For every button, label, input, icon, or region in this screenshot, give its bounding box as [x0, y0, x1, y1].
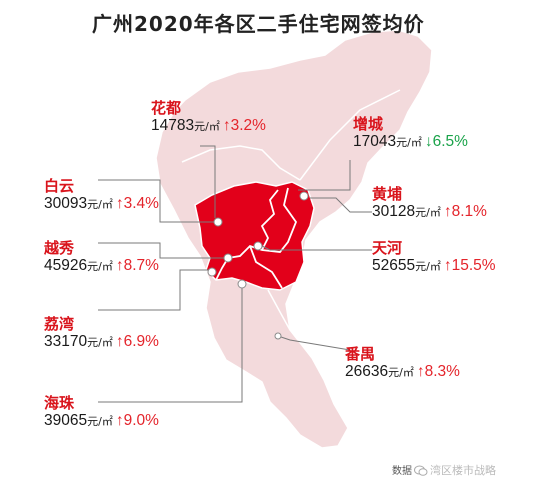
district-change: 6.5%	[432, 133, 468, 151]
district-name: 增城	[353, 115, 384, 133]
wechat-icon	[414, 465, 428, 476]
dot-liwan	[207, 267, 217, 277]
district-label-tianhe: 天河 52655元/㎡ ↑15.5%	[372, 239, 496, 275]
district-name: 黄埔	[372, 185, 403, 203]
district-price: 26636	[345, 363, 389, 381]
district-price: 45926	[44, 257, 88, 275]
source-note: 数据 湾区楼市战略	[392, 462, 496, 478]
leader-line-huadu	[200, 145, 216, 218]
arrow-up-icon: ↑	[115, 195, 124, 213]
leader-line-baiyun	[98, 179, 218, 223]
district-label-huangpu: 黄埔 30128元/㎡ ↑8.1%	[372, 185, 487, 221]
map-boundary-lines	[181, 89, 401, 331]
district-price: 52655	[372, 257, 416, 275]
leader-line-tianhe	[261, 245, 372, 251]
leader-line-liwan	[98, 269, 212, 311]
price-unit: 元/㎡	[388, 366, 414, 380]
leader-lines	[98, 145, 372, 403]
dot-huangpu	[299, 191, 309, 201]
watermark-text: 湾区楼市战略	[430, 464, 496, 477]
arrow-up-icon: ↑	[115, 333, 124, 351]
arrow-up-icon: ↑	[115, 257, 124, 275]
district-change: 3.4%	[123, 195, 159, 213]
district-name: 花都	[151, 99, 182, 117]
district-change: 15.5%	[451, 257, 496, 275]
map-core-boundaries	[215, 187, 298, 289]
price-unit: 元/㎡	[194, 120, 220, 134]
district-label-baiyun: 白云 30093元/㎡ ↑3.4%	[44, 177, 159, 213]
page-title: 广州2020年各区二手住宅网签均价	[92, 12, 425, 36]
arrow-up-icon: ↑	[443, 203, 452, 221]
arrow-up-icon: ↑	[115, 412, 124, 430]
district-change: 6.9%	[123, 333, 159, 351]
district-price: 39065	[44, 412, 88, 430]
dot-yuexiu	[223, 253, 233, 263]
district-name: 白云	[44, 177, 75, 195]
price-unit: 元/㎡	[396, 136, 422, 150]
district-label-liwan: 荔湾 33170元/㎡ ↑6.9%	[44, 315, 159, 351]
district-change: 8.1%	[451, 203, 487, 221]
leader-line-yuexiu	[98, 242, 228, 259]
district-name: 海珠	[44, 394, 75, 412]
district-label-haizhu: 海珠 39065元/㎡ ↑9.0%	[44, 394, 159, 430]
price-unit: 元/㎡	[87, 336, 113, 350]
arrow-up-icon: ↑	[443, 257, 452, 275]
dot-haizhu	[237, 279, 247, 289]
district-change: 8.3%	[424, 363, 460, 381]
district-price: 14783	[151, 117, 195, 135]
district-price: 33170	[44, 333, 88, 351]
district-label-yuexiu: 越秀 45926元/㎡ ↑8.7%	[44, 239, 159, 275]
district-price: 30128	[372, 203, 416, 221]
district-dots	[207, 191, 309, 340]
district-price: 17043	[353, 133, 397, 151]
price-unit: 元/㎡	[87, 198, 113, 212]
district-label-huadu: 花都 14783元/㎡ ↑3.2%	[151, 99, 266, 135]
district-price: 30093	[44, 195, 88, 213]
district-name: 越秀	[44, 239, 75, 257]
dot-panyu	[274, 332, 282, 340]
arrow-up-icon: ↑	[416, 363, 425, 381]
district-label-panyu: 番禺 26636元/㎡ ↑8.3%	[345, 345, 460, 381]
district-change: 8.7%	[123, 257, 159, 275]
dot-tianhe	[253, 241, 263, 251]
leader-line-huangpu	[310, 197, 372, 213]
district-change: 9.0%	[123, 412, 159, 430]
arrow-up-icon: ↑	[222, 117, 231, 135]
district-name: 番禺	[345, 345, 376, 363]
dot-baiyun	[213, 217, 223, 227]
district-name: 荔湾	[44, 315, 75, 333]
price-unit: 元/㎡	[87, 415, 113, 429]
source-prefix: 数据	[392, 466, 412, 477]
leader-line-zengcheng	[298, 160, 351, 191]
price-unit: 元/㎡	[415, 260, 441, 274]
district-name: 天河	[372, 239, 403, 257]
leader-line-panyu	[277, 335, 351, 351]
price-unit: 元/㎡	[415, 206, 441, 220]
district-change: 3.2%	[230, 117, 266, 135]
arrow-down-icon: ↓	[424, 133, 433, 151]
district-label-zengcheng: 增城 17043元/㎡ ↓6.5%	[353, 115, 468, 151]
price-unit: 元/㎡	[87, 260, 113, 274]
leader-line-haizhu	[98, 284, 243, 403]
